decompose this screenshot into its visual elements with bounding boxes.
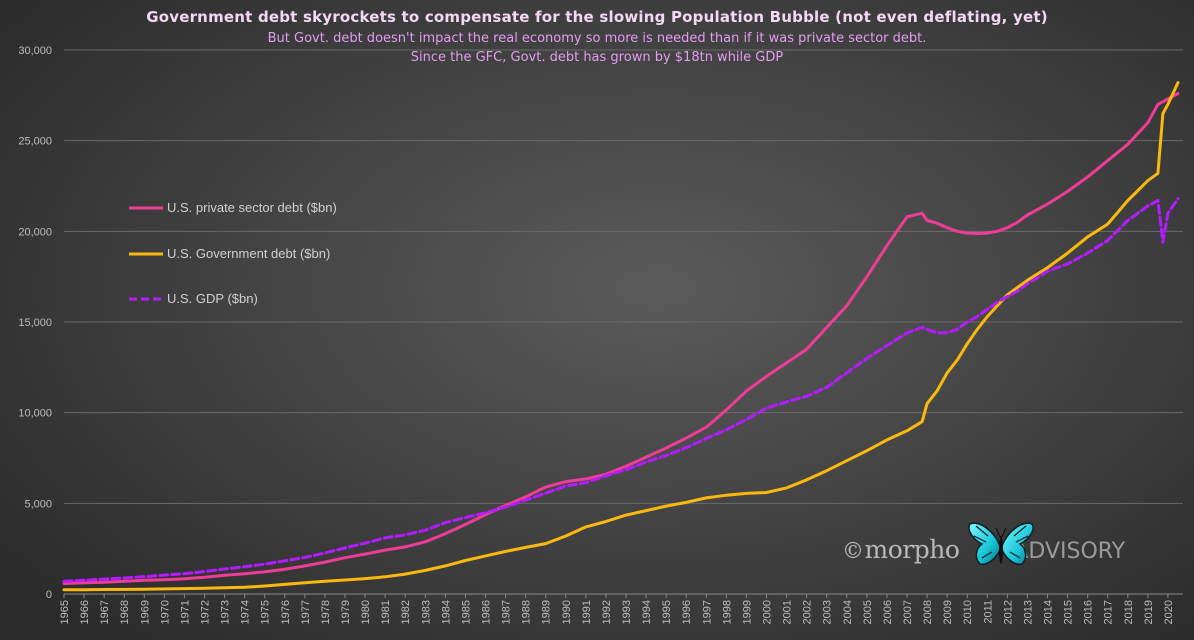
x-tick-label: 1999: [741, 600, 753, 624]
x-tick-label: 1978: [320, 600, 332, 624]
x-tick-label: 2013: [1022, 600, 1034, 624]
x-tick-label: 1996: [681, 600, 693, 624]
x-tick-label: 1980: [360, 600, 372, 624]
x-tick-label: 1967: [99, 600, 111, 624]
x-tick-label: 1977: [300, 600, 312, 624]
x-tick-label: 2003: [822, 600, 834, 624]
x-tick-label: 2016: [1083, 600, 1095, 624]
x-tick-label: 2012: [1002, 600, 1014, 624]
x-tick-label: 2000: [762, 600, 774, 624]
x-tick-label: 2018: [1123, 600, 1135, 624]
x-tick-label: 1993: [621, 600, 633, 624]
x-tick-label: 1983: [420, 600, 432, 624]
x-tick-label: 1990: [561, 600, 573, 624]
x-tick-label: 2009: [942, 600, 954, 624]
x-tick-label: 1981: [380, 600, 392, 624]
x-tick-label: 1968: [119, 600, 131, 624]
x-tick-label: 1972: [200, 600, 212, 624]
x-tick-label: 1982: [400, 600, 412, 624]
legend-label: U.S. private sector debt ($bn): [167, 200, 337, 215]
x-tick-label: 1984: [440, 600, 452, 624]
x-tick-label: 1975: [260, 600, 272, 624]
x-tick-label: 2014: [1043, 600, 1055, 624]
x-tick-label: 1971: [179, 600, 191, 624]
legend-item-private-debt: U.S. private sector debt ($bn): [129, 200, 337, 215]
x-tick-label: 1985: [460, 600, 472, 624]
legend-label: U.S. Government debt ($bn): [167, 246, 330, 261]
x-tick-label: 2002: [802, 600, 814, 624]
watermark-copyright: ©: [842, 539, 864, 564]
x-tick-label: 2004: [842, 600, 854, 624]
series-line-gdp: [62, 197, 1180, 583]
x-tick-label: 1976: [280, 600, 292, 624]
x-tick-label: 2006: [882, 600, 894, 624]
watermark-brand-main: morpho: [864, 535, 960, 564]
x-tick-label: 1979: [340, 600, 352, 624]
y-tick-label: 10,000: [18, 408, 52, 420]
legend-item-gdp: U.S. GDP ($bn): [129, 291, 258, 306]
x-tick-label: 2017: [1103, 600, 1115, 624]
x-tick-label: 1988: [521, 600, 533, 624]
x-tick-label: 2007: [902, 600, 914, 624]
x-tick-label: 1989: [541, 600, 553, 624]
x-tick-label: 2010: [962, 600, 974, 624]
x-tick-label: 1997: [701, 600, 713, 624]
x-tick-label: 1991: [581, 600, 593, 624]
x-tick-label: 2001: [782, 600, 794, 624]
watermark: ©morpho ADVISORY: [842, 535, 1125, 564]
x-tick-label: 1992: [601, 600, 613, 624]
x-tick-label: 1974: [240, 600, 252, 624]
x-tick-label: 2011: [982, 600, 994, 624]
x-tick-label: 1966: [79, 600, 91, 624]
butterfly-icon: [968, 522, 1034, 566]
chart-title: Government debt skyrockets to compensate…: [146, 8, 1048, 26]
chart-subtitle-line1: But Govt. debt doesn't impact the real e…: [267, 31, 927, 46]
y-tick-label: 20,000: [18, 226, 52, 238]
x-tick-label: 1994: [641, 600, 653, 624]
x-tick-label: 2019: [1143, 600, 1155, 624]
series-line-government-debt: [62, 81, 1180, 592]
x-tick-label: 1970: [159, 600, 171, 624]
x-tick-label: 1965: [59, 600, 71, 624]
x-tick-label: 2020: [1163, 600, 1175, 624]
y-tick-label: 0: [46, 589, 52, 601]
x-tick-label: 2015: [1063, 600, 1075, 624]
y-tick-label: 30,000: [18, 45, 52, 57]
series-line-private-debt: [62, 92, 1180, 585]
legend-item-government-debt: U.S. Government debt ($bn): [129, 246, 330, 261]
x-tick-label: 1995: [661, 600, 673, 624]
x-tick-label: 2008: [922, 600, 934, 624]
x-tick-label: 1973: [220, 600, 232, 624]
x-tick-label: 1969: [139, 600, 151, 624]
chart-subtitle-line2: Since the GFC, Govt. debt has grown by $…: [410, 50, 784, 65]
x-tick-label: 1986: [481, 600, 493, 624]
x-tick-label: 1987: [501, 600, 513, 624]
y-tick-label: 15,000: [18, 317, 52, 329]
watermark-brand-suffix: ADVISORY: [1013, 539, 1126, 564]
y-tick-label: 5,000: [24, 498, 52, 510]
legend-label: U.S. GDP ($bn): [167, 291, 258, 306]
x-tick-label: 2005: [862, 600, 874, 624]
y-tick-label: 25,000: [18, 136, 52, 148]
x-tick-label: 1998: [721, 600, 733, 624]
